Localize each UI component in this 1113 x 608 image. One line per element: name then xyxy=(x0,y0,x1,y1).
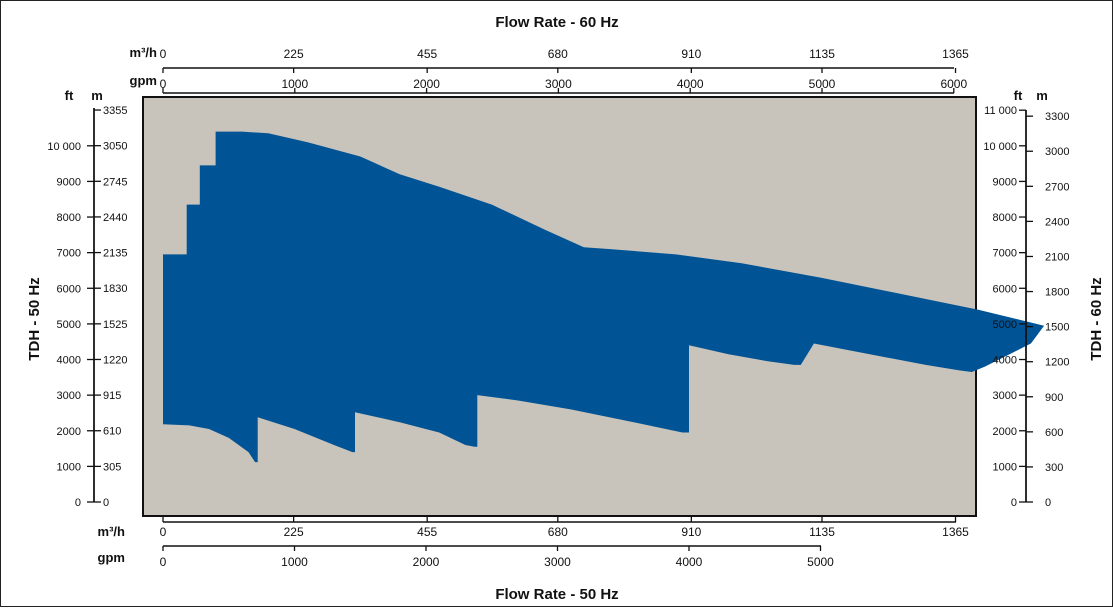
right-ft-axis-tick-label: 9000 xyxy=(993,176,1017,188)
top-gpm-axis-tick-label: 5000 xyxy=(809,77,836,91)
right-ft-axis: 0 1000 2000 3000 4000 5000 6000 7000 8000 9000 10 … xyxy=(983,105,1027,509)
right-ft-axis-tick-label: 1000 xyxy=(993,461,1017,473)
left-m-axis: 0 305 610 915 1220 1525 1830 2135 2440 2745 3050 33… xyxy=(93,105,127,509)
bottom-gpm-axis-tick-label: 3000 xyxy=(544,555,571,569)
top-gpm-unit: gpm xyxy=(130,73,157,88)
right-m-axis-tick-label: 2100 xyxy=(1045,251,1069,263)
bottom-m3h-unit: m³/h xyxy=(98,524,126,539)
right-ft-axis-tick-label: 7000 xyxy=(993,248,1017,260)
bottom-m3h-axis-tick-label: 225 xyxy=(284,525,304,539)
left-ft-axis: 0 1000 2000 3000 4000 5000 6000 7000 8000 9000 10 … xyxy=(47,108,95,509)
right-m-axis-tick-label: 2400 xyxy=(1045,216,1069,228)
left-axis-title: TDH - 50 Hz xyxy=(26,277,43,360)
bottom-gpm-unit: gpm xyxy=(98,550,125,565)
left-ft-axis-tick-label: 2000 xyxy=(57,426,81,438)
bottom-m3h-axis-tick-label: 910 xyxy=(681,525,701,539)
right-m-axis-tick-label: 900 xyxy=(1045,392,1063,404)
bottom-gpm-axis-tick-label: 5000 xyxy=(807,555,834,569)
right-ft-axis-tick-label: 5000 xyxy=(993,319,1017,331)
bottom-gpm-axis-tick-label: 2000 xyxy=(413,555,440,569)
right-m-axis-tick-label: 0 xyxy=(1045,497,1051,509)
right-ft-axis-tick-label: 2000 xyxy=(993,426,1017,438)
right-ft-axis-tick-label: 4000 xyxy=(993,355,1017,367)
bottom-m3h-axis-tick-label: 1365 xyxy=(942,525,969,539)
left-m-axis-tick-label: 915 xyxy=(103,390,121,402)
left-ft-axis-tick-label: 3000 xyxy=(57,390,81,402)
left-ft-axis-tick-label: 4000 xyxy=(57,355,81,367)
right-m-axis-tick-label: 1800 xyxy=(1045,287,1069,299)
left-m-axis-tick-label: 1525 xyxy=(103,319,127,331)
left-m-axis-tick-label: 2135 xyxy=(103,248,127,260)
right-m-unit: m xyxy=(1036,88,1048,103)
right-axis-title: TDH - 60 Hz xyxy=(1088,277,1105,360)
bottom-m3h-axis-tick-label: 680 xyxy=(548,525,568,539)
left-ft-axis-tick-label: 1000 xyxy=(57,461,81,473)
left-m-axis-tick-label: 2440 xyxy=(103,212,127,224)
top-m3h-axis: 0 225 455 680 910 1135 1365 xyxy=(160,47,969,73)
left-ft-axis-tick-label: 7000 xyxy=(57,248,81,260)
right-ft-axis-tick-label: 3000 xyxy=(993,390,1017,402)
right-ft-axis-tick-label: 0 xyxy=(1011,497,1017,509)
right-m-axis-tick-label: 1500 xyxy=(1045,322,1069,334)
top-m3h-axis-tick-label: 225 xyxy=(284,47,304,61)
left-m-unit: m xyxy=(91,88,103,103)
right-m-axis-tick-label: 600 xyxy=(1045,427,1063,439)
left-m-axis-tick-label: 0 xyxy=(103,497,109,509)
left-ft-axis-tick-label: 10 000 xyxy=(47,141,81,153)
left-ft-axis-tick-label: 9000 xyxy=(57,176,81,188)
bottom-axis-title: Flow Rate - 50 Hz xyxy=(495,586,618,603)
top-gpm-axis-tick-label: 3000 xyxy=(545,77,572,91)
right-m-axis-tick-label: 1200 xyxy=(1045,357,1069,369)
top-gpm-axis-tick-label: 2000 xyxy=(413,77,440,91)
right-ft-axis-tick-label: 6000 xyxy=(993,283,1017,295)
bottom-m3h-axis-tick-label: 455 xyxy=(417,525,437,539)
left-m-axis-tick-label: 2745 xyxy=(103,176,127,188)
bottom-gpm-axis: 0 1000 2000 3000 4000 5000 xyxy=(160,545,834,569)
top-gpm-axis-tick-label: 4000 xyxy=(677,77,704,91)
left-ft-axis-tick-label: 5000 xyxy=(57,319,81,331)
right-m-axis-tick-label: 3000 xyxy=(1045,146,1069,158)
left-ft-axis-tick-label: 0 xyxy=(75,497,81,509)
bottom-m3h-axis: 0 225 455 680 910 1135 1365 xyxy=(160,517,969,539)
top-m3h-unit: m³/h xyxy=(130,45,158,60)
left-ft-axis-tick-label: 8000 xyxy=(57,212,81,224)
left-m-axis-tick-label: 3050 xyxy=(103,141,127,153)
top-m3h-axis-tick-label: 1365 xyxy=(942,47,969,61)
right-ft-axis-tick-label: 10 000 xyxy=(983,141,1017,153)
top-m3h-axis-tick-label: 0 xyxy=(160,47,167,61)
region-layer xyxy=(163,131,1045,463)
left-m-axis-tick-label: 3355 xyxy=(103,105,127,117)
bottom-m3h-axis-tick-label: 1135 xyxy=(809,525,835,539)
right-ft-axis-tick-label: 11 000 xyxy=(984,105,1017,117)
top-m3h-axis-tick-label: 455 xyxy=(417,47,437,61)
left-m-axis-tick-label: 1830 xyxy=(103,283,127,295)
top-gpm-axis-tick-label: 6000 xyxy=(940,77,967,91)
bottom-gpm-axis-tick-label: 1000 xyxy=(281,555,308,569)
top-m3h-axis-tick-label: 1135 xyxy=(809,47,835,61)
top-m3h-axis-tick-label: 910 xyxy=(681,47,701,61)
right-ft-unit: ft xyxy=(1014,88,1023,103)
bottom-gpm-axis-tick-label: 0 xyxy=(160,555,167,569)
right-m-axis-tick-label: 3300 xyxy=(1045,111,1069,123)
left-m-axis-tick-label: 1220 xyxy=(103,354,127,366)
bottom-m3h-axis-tick-label: 0 xyxy=(160,525,167,539)
right-ft-axis-tick-label: 8000 xyxy=(993,212,1017,224)
top-m3h-axis-tick-label: 680 xyxy=(548,47,568,61)
left-m-axis-tick-label: 610 xyxy=(103,426,121,438)
top-gpm-axis-tick-label: 0 xyxy=(160,77,167,91)
left-ft-axis-tick-label: 6000 xyxy=(57,283,81,295)
top-gpm-axis-tick-label: 1000 xyxy=(281,77,308,91)
coverage-region xyxy=(163,131,1045,463)
left-m-axis-tick-label: 305 xyxy=(103,461,121,473)
top-gpm-axis: 0 1000 2000 3000 4000 5000 6000 xyxy=(160,77,967,94)
bottom-gpm-axis-tick-label: 4000 xyxy=(676,555,703,569)
right-m-axis-tick-label: 300 xyxy=(1045,462,1063,474)
right-m-axis-tick-label: 2700 xyxy=(1045,181,1069,193)
left-ft-unit: ft xyxy=(65,88,74,103)
top-axis-title: Flow Rate - 60 Hz xyxy=(495,14,618,31)
right-m-axis: 0 300 600 900 1200 1500 1800 2100 2400 2700 3000 33… xyxy=(1025,110,1069,509)
